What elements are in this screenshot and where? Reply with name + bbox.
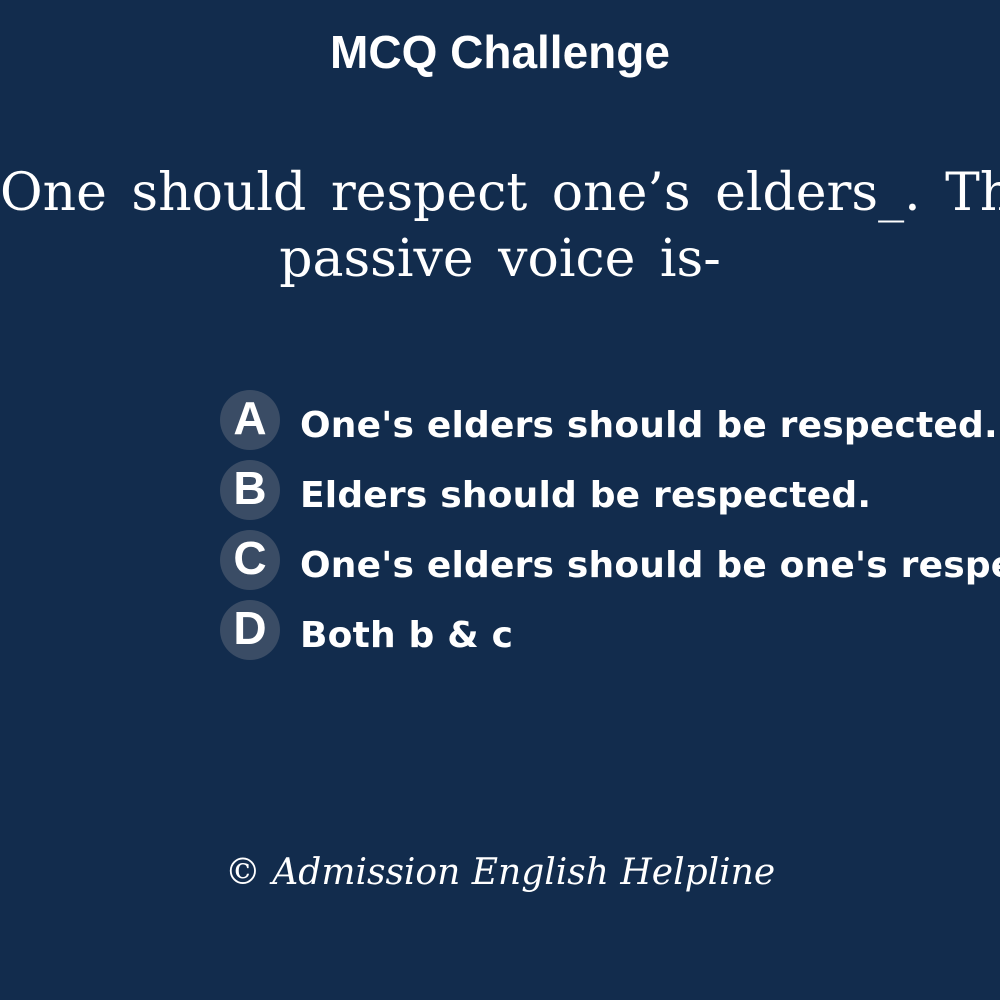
option-text: One's elders should be respected.	[300, 405, 998, 446]
option-letter-badge: B	[220, 460, 280, 520]
options-list: A One's elders should be respected. B El…	[220, 390, 1000, 670]
option-text: Both b & c	[300, 615, 514, 656]
option-letter-badge: C	[220, 530, 280, 590]
option-text: Elders should be respected.	[300, 475, 872, 516]
question-line-2: passive voice is-	[279, 229, 721, 289]
copyright-footer: © Admission English Helpline	[224, 852, 776, 893]
option-c[interactable]: C One's elders should be one's respected…	[220, 530, 1000, 600]
question-line-1: One should respect one’s elders_. The	[0, 163, 1000, 223]
option-letter-badge: D	[220, 600, 280, 660]
option-letter-badge: A	[220, 390, 280, 450]
option-b[interactable]: B Elders should be respected.	[220, 460, 1000, 530]
option-text: One's elders should be one's respected.	[300, 545, 1000, 586]
question-text: One should respect one’s elders_. The pa…	[0, 160, 1000, 292]
option-d[interactable]: D Both b & c	[220, 600, 1000, 670]
option-a[interactable]: A One's elders should be respected.	[220, 390, 1000, 460]
page-title: MCQ Challenge	[330, 26, 670, 78]
